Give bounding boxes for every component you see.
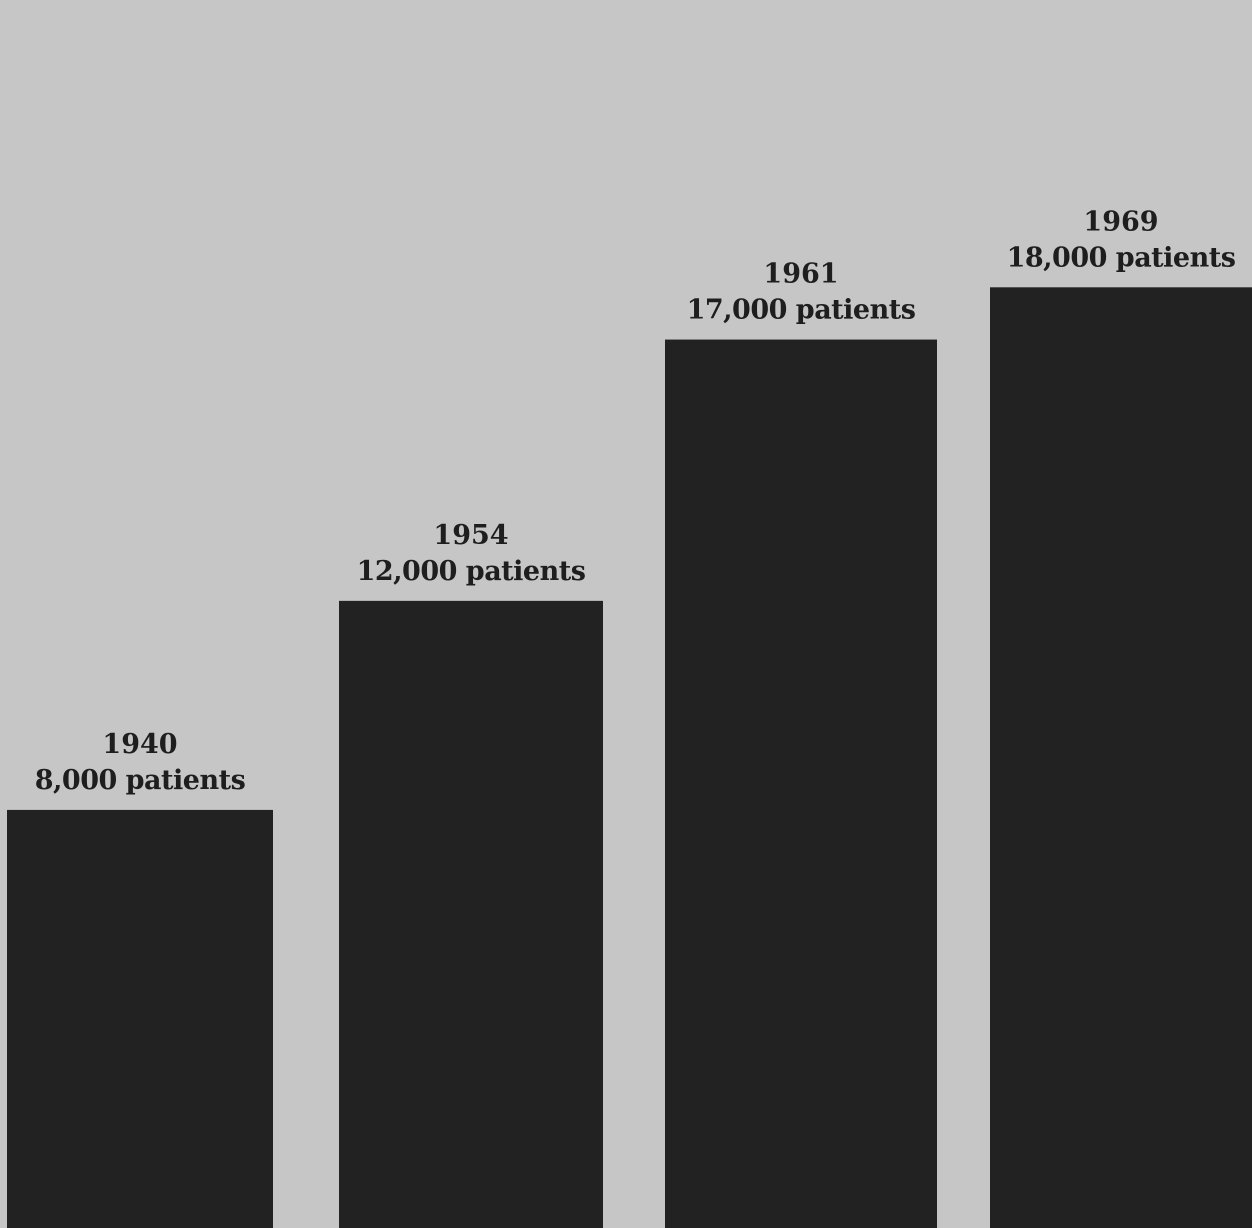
bars-group (7, 287, 1252, 1228)
bar-value-label-1969: 18,000 patients (1007, 242, 1236, 273)
bar-value-label-1940: 8,000 patients (35, 765, 246, 796)
bar-year-label-1961: 1961 (763, 259, 838, 290)
bar-1969 (990, 287, 1252, 1228)
bar-1961 (665, 339, 937, 1228)
bar-year-label-1969: 1969 (1083, 206, 1158, 237)
bar-1954 (339, 600, 603, 1228)
bar-year-label-1954: 1954 (433, 520, 508, 551)
bar-value-label-1954: 12,000 patients (357, 556, 586, 587)
bar-year-label-1940: 1940 (102, 729, 177, 760)
labels-group: 1940 8,000 patients 1954 12,000 patients 196… (35, 206, 1236, 796)
bar-1940 (7, 809, 273, 1228)
bar-value-label-1961: 17,000 patients (687, 295, 916, 326)
